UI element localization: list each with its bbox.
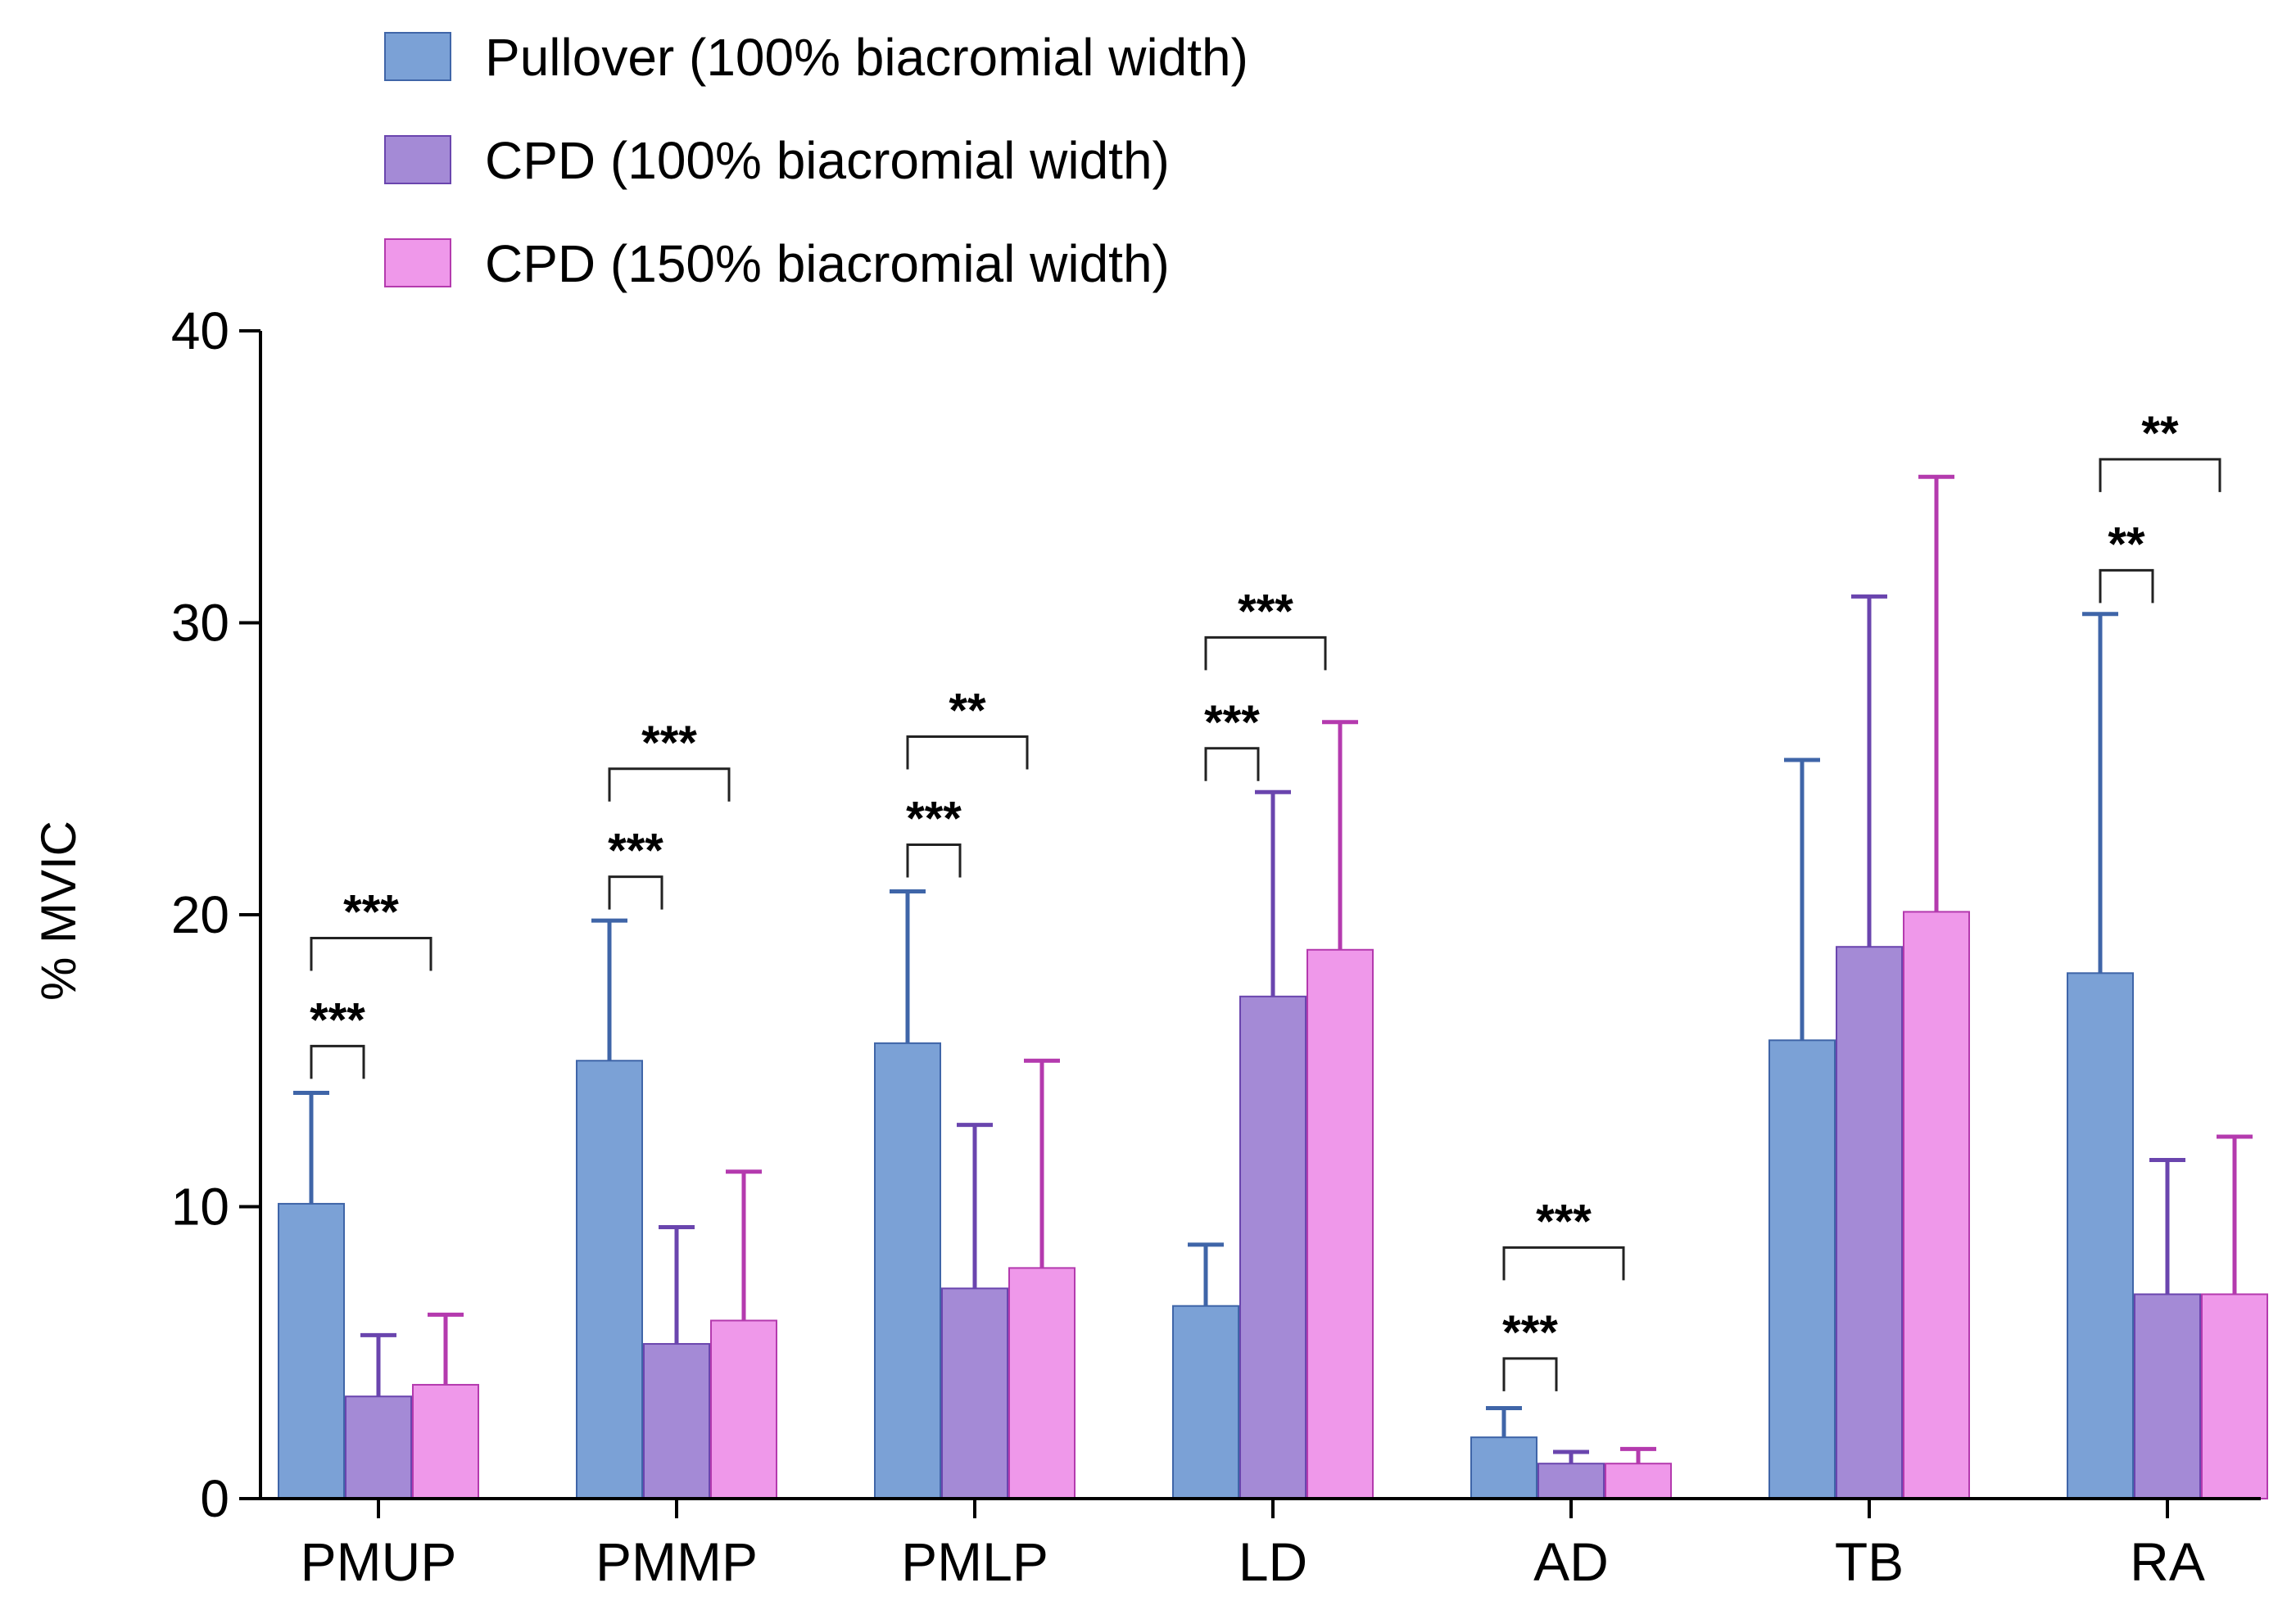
legend-swatch-series-1 (384, 32, 451, 81)
significance-label-pmup-pullover-cpd150: *** (343, 886, 399, 939)
significance-layer: ***************** **************** (310, 407, 2221, 1391)
bar-tb-series-2 (1836, 946, 1903, 1499)
legend-swatch-series-2 (384, 135, 451, 184)
bar-pmup-series-1 (278, 1202, 345, 1500)
significance-label-ld-pullover-cpd150: *** (1238, 585, 1293, 638)
significance-bracket-pmup-pullover-cpd100 (310, 1044, 365, 1079)
bar-pmlp-series-2 (941, 1287, 1008, 1499)
bar-tb-series-3 (1903, 911, 1970, 1500)
legend-label-series-2: CPD (100% biacromial width) (485, 131, 1170, 190)
error-bars-layer (293, 474, 2253, 1464)
y-axis-title: % MVIC (31, 821, 86, 1001)
x-tick-label-tb: TB (1835, 1531, 1904, 1592)
axes-layer: 0 10 20 30 40 PMUP PMMP PMLP LD AD TB RA (171, 301, 2261, 1592)
y-tick-label-10: 10 (171, 1178, 229, 1237)
significance-bracket-pmlp-pullover-cpd100 (906, 843, 962, 878)
significance-bracket-ad-pullover-cpd150 (1502, 1246, 1625, 1281)
significance-label-ad-pullover-cpd100: *** (1502, 1306, 1558, 1359)
significance-bracket-ld-pullover-cpd100 (1204, 747, 1260, 781)
bar-ra-series-1 (2067, 972, 2134, 1500)
y-tick-label-20: 20 (171, 885, 229, 944)
significance-label-pmup-pullover-cpd100: *** (310, 993, 365, 1047)
significance-bracket-pmlp-pullover-cpd150 (906, 735, 1029, 770)
bar-ld-series-1 (1172, 1305, 1239, 1499)
significance-label-pmmp-pullover-cpd150: *** (641, 717, 697, 770)
bar-pmmp-series-3 (710, 1319, 777, 1500)
legend-label-series-3: CPD (150% biacromial width) (485, 234, 1170, 293)
x-tick-label-pmmp: PMMP (596, 1531, 758, 1592)
bar-pmup-series-2 (345, 1395, 412, 1499)
bar-ld-series-2 (1239, 995, 1307, 1499)
y-tick-label-40: 40 (171, 301, 229, 360)
significance-bracket-pmmp-pullover-cpd150 (608, 767, 731, 802)
x-tick-label-ra: RA (2130, 1531, 2205, 1592)
significance-label-pmmp-pullover-cpd100: *** (608, 825, 663, 878)
x-tick-label-ld: LD (1239, 1531, 1307, 1592)
bar-pmmp-series-2 (643, 1343, 710, 1500)
y-tick-label-0: 0 (200, 1469, 229, 1528)
significance-label-ld-pullover-cpd100: *** (1204, 696, 1260, 749)
bar-pmlp-series-1 (874, 1042, 941, 1499)
bar-pmmp-series-1 (576, 1060, 643, 1499)
legend-swatch-series-3 (384, 238, 451, 287)
bar-pmup-series-3 (412, 1383, 479, 1499)
significance-label-ra-pullover-cpd100: ** (2108, 518, 2145, 571)
bar-tb-series-1 (1768, 1039, 1836, 1500)
bar-ad-series-2 (1537, 1463, 1605, 1499)
bar-ad-series-1 (1470, 1436, 1537, 1500)
bar-ad-series-3 (1605, 1463, 1672, 1499)
bar-pmlp-series-3 (1008, 1267, 1076, 1499)
bar-ld-series-3 (1307, 948, 1374, 1499)
x-tick-label-pmup: PMUP (301, 1531, 457, 1592)
significance-bracket-ra-pullover-cpd100 (2099, 568, 2154, 604)
bars-layer (278, 911, 2268, 1500)
significance-label-pmlp-pullover-cpd150: ** (949, 685, 986, 738)
significance-label-ad-pullover-cpd150: *** (1536, 1195, 1592, 1248)
legend: Pullover (100% biacromial width) CPD (100… (384, 28, 1248, 293)
bar-ra-series-3 (2201, 1293, 2268, 1499)
significance-label-pmlp-pullover-cpd100: *** (906, 792, 962, 845)
significance-bracket-ra-pullover-cpd150 (2099, 458, 2221, 492)
significance-label-ra-pullover-cpd150: ** (2141, 407, 2179, 460)
significance-bracket-pmup-pullover-cpd150 (310, 937, 432, 971)
bar-ra-series-2 (2134, 1293, 2201, 1499)
significance-bracket-ad-pullover-cpd100 (1502, 1357, 1558, 1391)
legend-label-series-1: Pullover (100% biacromial width) (485, 28, 1248, 87)
y-tick-label-30: 30 (171, 594, 229, 653)
significance-bracket-pmmp-pullover-cpd100 (608, 875, 663, 910)
x-tick-label-pmlp: PMLP (901, 1531, 1048, 1592)
significance-bracket-ld-pullover-cpd150 (1204, 635, 1327, 671)
x-tick-label-ad: AD (1533, 1531, 1609, 1592)
